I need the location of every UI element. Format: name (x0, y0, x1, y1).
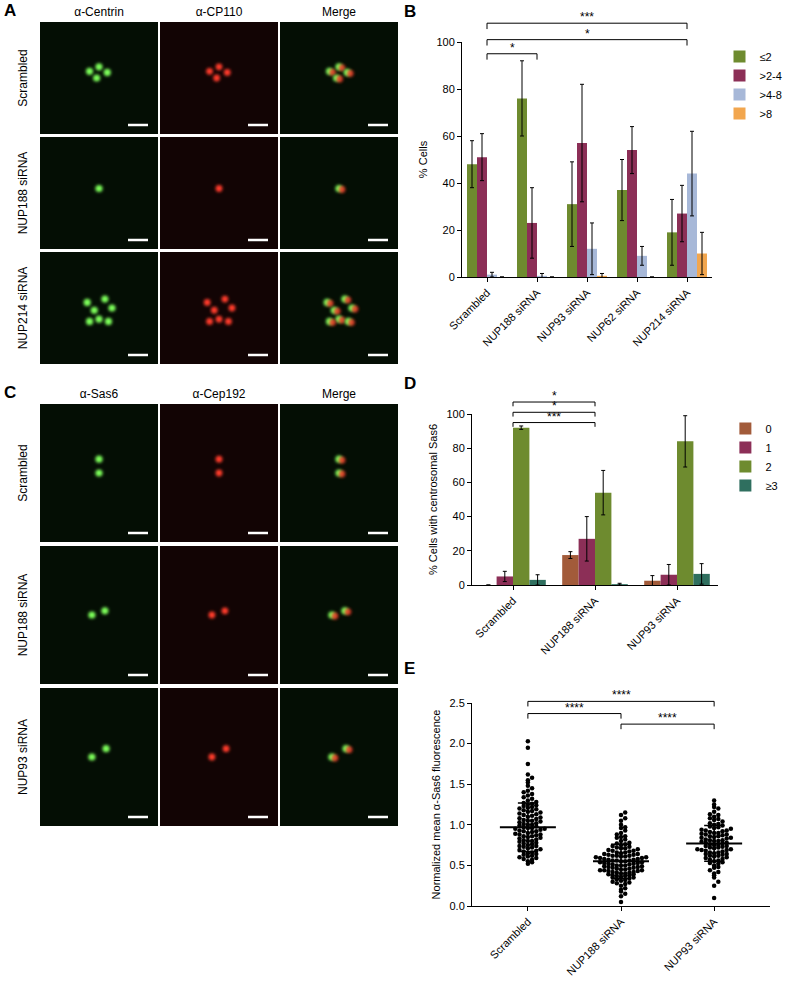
svg-text:20: 20 (453, 545, 465, 557)
svg-text:80: 80 (453, 442, 465, 454)
svg-text:***: *** (580, 10, 594, 24)
svg-text:*: * (585, 27, 590, 41)
svg-text:100: 100 (436, 36, 454, 48)
svg-text:0: 0 (765, 423, 771, 435)
svg-text:100: 100 (446, 408, 464, 420)
svg-text:20: 20 (443, 224, 455, 236)
svg-text:0.0: 0.0 (450, 900, 465, 912)
svg-text:60: 60 (443, 130, 455, 142)
svg-text:NUP188 siRNA: NUP188 siRNA (564, 915, 627, 978)
svg-text:****: **** (658, 711, 677, 725)
svg-text:Scrambled: Scrambled (488, 916, 534, 962)
html-text:E: E (404, 659, 416, 678)
svg-text:1.0: 1.0 (450, 819, 465, 831)
svg-text:>8: >8 (760, 108, 773, 120)
svg-text:>4-8: >4-8 (760, 89, 782, 101)
svg-text:α-Sas6: α-Sas6 (80, 387, 119, 401)
svg-text:***: *** (547, 410, 561, 424)
svg-text:40: 40 (443, 177, 455, 189)
svg-text:Scrambled: Scrambled (16, 49, 30, 106)
svg-text:NUP62 siRNA: NUP62 siRNA (585, 286, 643, 344)
svg-text:NUP188 siRNA: NUP188 siRNA (538, 594, 601, 657)
svg-text:NUP214 siRNA: NUP214 siRNA (630, 286, 693, 349)
html-text:B: B (404, 2, 417, 21)
svg-text:0.5: 0.5 (450, 859, 465, 871)
svg-text:1.5: 1.5 (450, 778, 465, 790)
svg-text:α-Centrin: α-Centrin (74, 5, 124, 19)
svg-text:60: 60 (453, 476, 465, 488)
svg-text:40: 40 (453, 510, 465, 522)
svg-text:NUP93 siRNA: NUP93 siRNA (662, 915, 720, 973)
svg-text:*: * (510, 41, 515, 55)
svg-text:NUP214 siRNA: NUP214 siRNA (16, 267, 30, 350)
svg-text:A: A (4, 1, 16, 20)
svg-text:Scrambled: Scrambled (447, 287, 493, 333)
svg-text:NUP188 siRNA: NUP188 siRNA (16, 152, 30, 235)
svg-text:≤2: ≤2 (760, 51, 772, 63)
svg-text:C: C (4, 383, 16, 402)
svg-text:*: * (552, 389, 557, 403)
svg-text:****: **** (612, 688, 631, 702)
svg-text:NUP93 siRNA: NUP93 siRNA (16, 719, 30, 795)
html-text:D: D (404, 374, 417, 393)
svg-text:0: 0 (459, 579, 465, 591)
svg-text:Merge: Merge (322, 5, 356, 19)
svg-text:****: **** (565, 701, 584, 715)
svg-text:0: 0 (449, 271, 455, 283)
svg-text:NUP93 siRNA: NUP93 siRNA (535, 286, 593, 344)
svg-text:α-Cep192: α-Cep192 (193, 387, 246, 401)
svg-text:≥3: ≥3 (765, 480, 777, 492)
svg-text:Scrambled: Scrambled (473, 595, 519, 641)
svg-text:80: 80 (443, 83, 455, 95)
svg-text:NUP93 siRNA: NUP93 siRNA (625, 594, 683, 652)
svg-text:NUP188 siRNA: NUP188 siRNA (16, 574, 30, 657)
svg-text:2: 2 (765, 461, 771, 473)
svg-text:*: * (552, 399, 557, 413)
svg-text:1: 1 (765, 442, 771, 454)
svg-text:NUP188 siRNA: NUP188 siRNA (480, 286, 543, 349)
svg-text:Merge: Merge (322, 387, 356, 401)
svg-text:>2-4: >2-4 (760, 70, 782, 82)
svg-text:α-CP110: α-CP110 (196, 5, 243, 19)
svg-text:% Cells with centrosomal Sas6: % Cells with centrosomal Sas6 (427, 424, 439, 575)
svg-text:Scrambled: Scrambled (16, 444, 30, 501)
svg-text:2.5: 2.5 (450, 697, 465, 709)
svg-text:2.0: 2.0 (450, 737, 465, 749)
svg-text:% Cells: % Cells (417, 140, 429, 178)
svg-text:Normalized mean α-Sas6 fluores: Normalized mean α-Sas6 fluorescence (430, 710, 442, 900)
